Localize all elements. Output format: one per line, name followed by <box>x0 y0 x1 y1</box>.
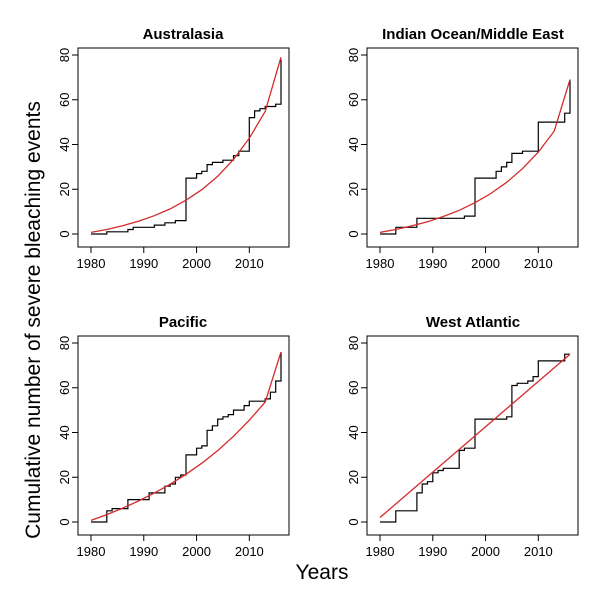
fitted-curve <box>379 79 571 234</box>
x-axis-title: Years <box>296 561 349 584</box>
x-tick-label: 1990 <box>418 256 447 271</box>
fitted-curve <box>379 353 571 518</box>
plot-frame <box>77 47 290 248</box>
x-tick-label: 2010 <box>524 544 553 559</box>
y-tick-label: 60 <box>346 93 361 107</box>
cumulative-events-line <box>380 79 571 235</box>
fitted-curve <box>90 57 282 234</box>
panel-marks: 1980 1990 2000 2010 0 20 40 60 80 <box>57 336 282 559</box>
x-tick-label: 1980 <box>77 256 106 271</box>
y-tick-label: 20 <box>346 470 361 484</box>
panel-title: Australasia <box>143 26 225 43</box>
y-tick-label: 60 <box>57 93 72 107</box>
x-tick-label: 2010 <box>235 544 264 559</box>
panel-west-atlantic: West Atlantic 1980 1990 2000 2010 0 20 40 60 80 <box>346 314 579 559</box>
panel-marks: 1980 1990 2000 2010 0 20 40 60 80 <box>57 48 282 271</box>
y-tick-label: 40 <box>346 137 361 151</box>
y-tick-label: 80 <box>346 336 361 350</box>
y-tick-label: 40 <box>57 137 72 151</box>
x-tick-label: 2000 <box>182 256 211 271</box>
plot-frame <box>366 47 579 248</box>
y-tick-label: 0 <box>346 230 361 237</box>
y-tick-label: 0 <box>57 518 72 525</box>
panel-pacific: Pacific 1980 1990 2000 2010 0 20 40 60 80 <box>57 314 290 559</box>
x-tick-label: 1980 <box>366 544 395 559</box>
y-tick-label: 80 <box>57 48 72 62</box>
plot-frame <box>366 335 579 536</box>
panel-title: Indian Ocean/Middle East <box>382 26 564 43</box>
x-tick-label: 2000 <box>471 256 500 271</box>
y-tick-label: 20 <box>57 182 72 196</box>
y-tick-label: 20 <box>57 470 72 484</box>
panel-title: Pacific <box>159 314 207 331</box>
x-tick-label: 1990 <box>129 256 158 271</box>
y-tick-label: 0 <box>57 230 72 237</box>
x-tick-label: 2000 <box>182 544 211 559</box>
y-axis-title: Cumulative number of severe bleaching ev… <box>22 101 45 539</box>
panel-australasia: Australasia 1980 1990 2000 2010 0 20 40 60 80 <box>57 26 290 271</box>
y-tick-label: 20 <box>346 182 361 196</box>
panel-indian-ocean-middle-east: Indian Ocean/Middle East 1980 1990 2000 201… <box>346 26 579 271</box>
cumulative-events-line <box>91 59 282 235</box>
y-tick-label: 0 <box>346 518 361 525</box>
panel-marks: 1980 1990 2000 2010 0 20 40 60 80 <box>346 48 571 271</box>
x-tick-label: 2000 <box>471 544 500 559</box>
x-tick-label: 1990 <box>418 544 447 559</box>
y-tick-label: 80 <box>346 48 361 62</box>
cumulative-events-line <box>91 352 282 523</box>
plot-frame <box>77 335 290 536</box>
panel-title: West Atlantic <box>426 314 520 331</box>
x-tick-label: 1990 <box>129 544 158 559</box>
y-tick-label: 60 <box>346 381 361 395</box>
x-tick-label: 2010 <box>235 256 264 271</box>
y-tick-label: 40 <box>346 425 361 439</box>
x-tick-label: 1980 <box>77 544 106 559</box>
fitted-curve <box>90 351 282 522</box>
y-tick-label: 60 <box>57 381 72 395</box>
x-tick-label: 1980 <box>366 256 395 271</box>
y-tick-label: 40 <box>57 425 72 439</box>
x-tick-label: 2010 <box>524 256 553 271</box>
y-tick-label: 80 <box>57 336 72 350</box>
panel-marks: 1980 1990 2000 2010 0 20 40 60 80 <box>346 336 571 559</box>
cumulative-events-line <box>380 353 570 523</box>
